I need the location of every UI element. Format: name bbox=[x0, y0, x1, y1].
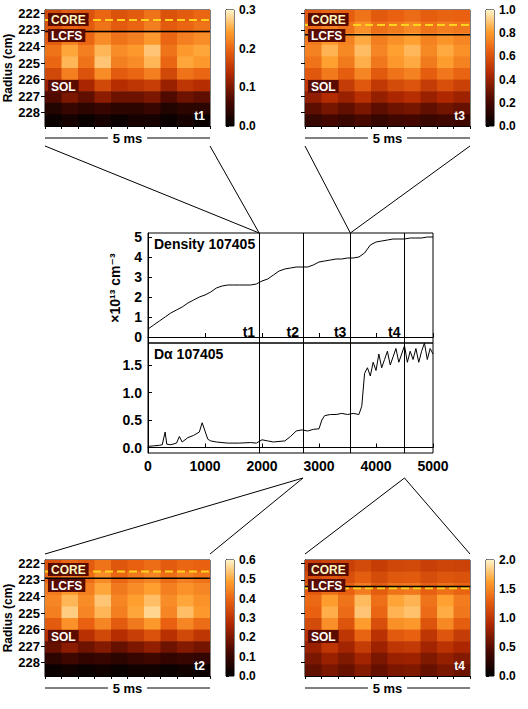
svg-text:CORE: CORE bbox=[51, 13, 86, 27]
svg-text:0.5: 0.5 bbox=[239, 572, 256, 586]
svg-text:0.8: 0.8 bbox=[499, 26, 516, 40]
svg-text:Density 107405: Density 107405 bbox=[154, 236, 255, 252]
svg-text:SOL: SOL bbox=[51, 630, 76, 644]
svg-text:1.0: 1.0 bbox=[123, 385, 143, 401]
svg-text:226: 226 bbox=[18, 72, 40, 87]
svg-text:t4: t4 bbox=[454, 659, 465, 673]
svg-text:t2: t2 bbox=[194, 659, 205, 673]
svg-text:1.5: 1.5 bbox=[499, 582, 516, 596]
svg-text:0.0: 0.0 bbox=[239, 119, 256, 133]
svg-text:Radius (cm): Radius (cm) bbox=[1, 34, 15, 103]
svg-text:SOL: SOL bbox=[311, 630, 336, 644]
svg-text:1.5: 1.5 bbox=[123, 357, 143, 373]
svg-text:225: 225 bbox=[18, 606, 40, 621]
svg-text:0.0: 0.0 bbox=[239, 669, 256, 683]
svg-text:×10¹³ cm⁻³: ×10¹³ cm⁻³ bbox=[107, 253, 123, 323]
svg-text:5: 5 bbox=[134, 229, 142, 245]
svg-text:228: 228 bbox=[18, 105, 40, 120]
svg-text:LCFS: LCFS bbox=[311, 579, 342, 593]
svg-text:0.0: 0.0 bbox=[123, 440, 143, 456]
svg-text:224: 224 bbox=[18, 39, 40, 54]
svg-text:2000: 2000 bbox=[246, 458, 277, 474]
svg-text:t3: t3 bbox=[454, 109, 465, 123]
svg-text:227: 227 bbox=[18, 89, 40, 104]
svg-text:0.2: 0.2 bbox=[239, 42, 256, 56]
svg-text:SOL: SOL bbox=[311, 80, 336, 94]
svg-text:4000: 4000 bbox=[360, 458, 391, 474]
svg-text:0.4: 0.4 bbox=[239, 592, 256, 606]
svg-text:5 ms: 5 ms bbox=[113, 131, 143, 146]
svg-text:0.3: 0.3 bbox=[239, 611, 256, 625]
svg-text:CORE: CORE bbox=[311, 563, 346, 577]
svg-text:223: 223 bbox=[18, 22, 40, 37]
svg-text:0: 0 bbox=[144, 458, 152, 474]
svg-text:0.3: 0.3 bbox=[239, 3, 256, 17]
svg-text:4: 4 bbox=[134, 249, 142, 265]
svg-text:LCFS: LCFS bbox=[51, 29, 82, 43]
svg-text:223: 223 bbox=[18, 572, 40, 587]
svg-text:0.2: 0.2 bbox=[239, 630, 256, 644]
svg-text:0.2: 0.2 bbox=[499, 96, 516, 110]
svg-text:5 ms: 5 ms bbox=[373, 131, 403, 146]
svg-text:t3: t3 bbox=[334, 324, 347, 340]
svg-text:LCFS: LCFS bbox=[51, 579, 82, 593]
svg-text:0.4: 0.4 bbox=[499, 73, 516, 87]
svg-text:227: 227 bbox=[18, 639, 40, 654]
svg-text:2: 2 bbox=[134, 289, 142, 305]
svg-text:225: 225 bbox=[18, 56, 40, 71]
svg-text:0.1: 0.1 bbox=[239, 80, 256, 94]
svg-text:CORE: CORE bbox=[51, 563, 86, 577]
svg-text:0: 0 bbox=[134, 329, 142, 345]
svg-text:5 ms: 5 ms bbox=[113, 681, 143, 696]
svg-text:t1: t1 bbox=[243, 324, 256, 340]
svg-text:222: 222 bbox=[18, 6, 40, 21]
svg-text:Dα 107405: Dα 107405 bbox=[154, 346, 224, 362]
svg-text:CORE: CORE bbox=[311, 13, 346, 27]
svg-text:SOL: SOL bbox=[51, 80, 76, 94]
svg-text:1000: 1000 bbox=[189, 458, 220, 474]
svg-text:5 ms: 5 ms bbox=[373, 681, 403, 696]
svg-text:3000: 3000 bbox=[303, 458, 334, 474]
svg-text:1.0: 1.0 bbox=[499, 3, 516, 17]
svg-text:1.0: 1.0 bbox=[499, 611, 516, 625]
svg-text:0.5: 0.5 bbox=[123, 412, 143, 428]
svg-text:0.0: 0.0 bbox=[499, 669, 516, 683]
svg-text:Radius (cm): Radius (cm) bbox=[1, 584, 15, 653]
svg-text:2.0: 2.0 bbox=[499, 553, 516, 567]
svg-text:0.6: 0.6 bbox=[499, 49, 516, 63]
svg-text:1: 1 bbox=[134, 309, 142, 325]
svg-text:t4: t4 bbox=[388, 324, 401, 340]
svg-text:0.5: 0.5 bbox=[499, 640, 516, 654]
svg-text:0.1: 0.1 bbox=[239, 650, 256, 664]
svg-text:0.0: 0.0 bbox=[499, 119, 516, 133]
svg-text:228: 228 bbox=[18, 655, 40, 670]
svg-text:LCFS: LCFS bbox=[311, 29, 342, 43]
svg-text:5000: 5000 bbox=[417, 458, 448, 474]
svg-text:t2: t2 bbox=[287, 324, 300, 340]
svg-text:222: 222 bbox=[18, 556, 40, 571]
svg-text:0.6: 0.6 bbox=[239, 553, 256, 567]
svg-text:224: 224 bbox=[18, 589, 40, 604]
svg-text:3: 3 bbox=[134, 269, 142, 285]
svg-text:t1: t1 bbox=[194, 109, 205, 123]
svg-text:226: 226 bbox=[18, 622, 40, 637]
